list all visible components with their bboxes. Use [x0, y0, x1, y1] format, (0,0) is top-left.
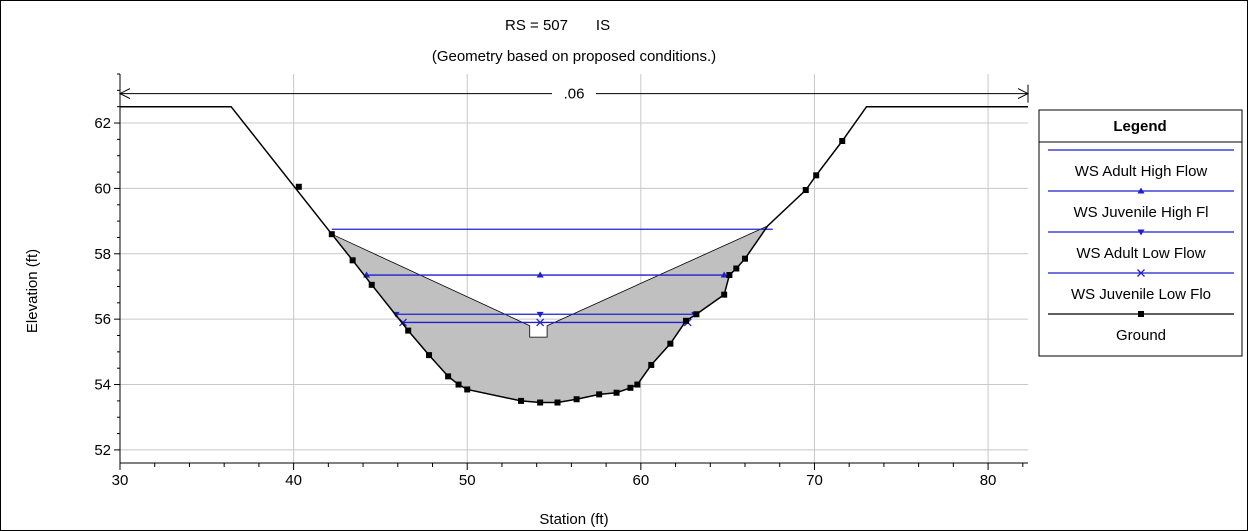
ground-marker [574, 396, 580, 402]
grid [120, 74, 1028, 463]
legend-label: WS Juvenile Low Flo [1071, 286, 1211, 303]
legend-label: WS Juvenile High Fl [1073, 204, 1208, 221]
ground-marker [648, 362, 654, 368]
legend-label: WS Adult High Flow [1075, 163, 1208, 180]
chart-title-rs: RS = 507 [505, 17, 568, 34]
ground-marker [693, 311, 699, 317]
legend-label: WS Adult Low Flow [1076, 245, 1205, 262]
ground-marker [803, 187, 809, 193]
x-tick-label: 60 [632, 472, 649, 489]
y-tick-label: 54 [94, 377, 111, 394]
ground-marker [634, 382, 640, 388]
ground-marker [350, 257, 356, 263]
x-tick-label: 70 [806, 472, 823, 489]
manning-n-label: .06 [564, 86, 585, 103]
ground-marker [813, 172, 819, 178]
ground-marker [733, 266, 739, 272]
y-tick-label: 56 [94, 311, 111, 328]
ground-marker [614, 390, 620, 396]
ground-marker [1138, 311, 1144, 317]
y-tick-label: 60 [94, 180, 111, 197]
ground-marker [555, 400, 561, 406]
legend: Legend WS Adult High Flow WS Juvenile Hig… [1039, 110, 1242, 356]
x-tick-label: 80 [980, 472, 997, 489]
ground-marker [329, 231, 335, 237]
ground-marker [667, 341, 673, 347]
ground-marker [596, 391, 602, 397]
ground-marker [537, 400, 543, 406]
y-axis-title: Elevation (ft) [24, 249, 41, 333]
x-tick-label: 50 [459, 472, 476, 489]
x-tick-label: 30 [112, 472, 129, 489]
ground-marker [726, 272, 732, 278]
y-tick-label: 58 [94, 246, 111, 263]
ground-marker [369, 282, 375, 288]
manning-n-indicator: .06 [120, 85, 1028, 103]
ground-marker [405, 328, 411, 334]
ground-marker [518, 398, 524, 404]
y-tick-label: 62 [94, 115, 111, 132]
ground-marker [456, 382, 462, 388]
chart-subtitle: (Geometry based on proposed conditions.) [432, 48, 716, 65]
ground-marker [464, 386, 470, 392]
axes: 52 54 56 58 60 62 30 40 50 60 70 80 [94, 74, 1028, 489]
ground-marker [742, 256, 748, 262]
x-tick-label: 40 [285, 472, 302, 489]
ground-marker [627, 385, 633, 391]
legend-title: Legend [1113, 118, 1166, 135]
ground-marker [445, 373, 451, 379]
x-axis-title: Station (ft) [539, 511, 608, 528]
ground-marker [721, 292, 727, 298]
ground-marker [426, 352, 432, 358]
y-tick-label: 52 [94, 442, 111, 459]
chart-title-tag: IS [596, 17, 610, 34]
ground-marker [296, 184, 302, 190]
ground-marker [683, 318, 689, 324]
ground-marker [839, 138, 845, 144]
legend-label: Ground [1116, 327, 1166, 344]
